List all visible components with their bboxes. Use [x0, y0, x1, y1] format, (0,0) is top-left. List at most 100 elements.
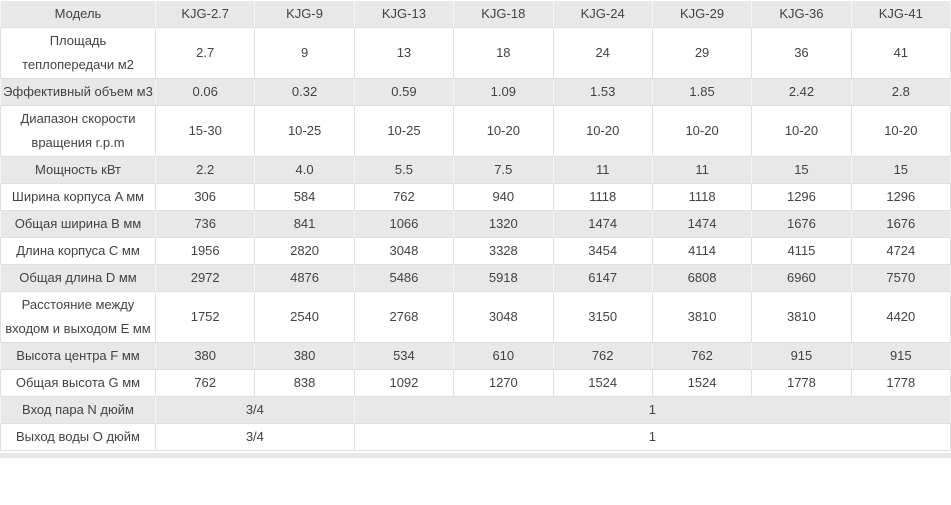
table-row: Ширина корпуса A мм 306 584 762 940 1118 1118 1… — [0, 183, 951, 211]
value-cell: 3048 — [453, 291, 554, 343]
bottom-strip — [0, 453, 951, 458]
table-row: Эффективный объем м3 0.06 0.32 0.59 1.09 1.53… — [0, 78, 951, 106]
value-cell: 4724 — [850, 237, 951, 265]
table-row: Вход пара N дюйм 3/4 1 — [0, 396, 951, 424]
value-cell: 1474 — [651, 210, 753, 238]
row-label: Ширина корпуса A мм — [0, 183, 156, 211]
value-cell: 762 — [353, 183, 455, 211]
value-cell: 0.32 — [254, 78, 355, 106]
value-cell: 10-25 — [353, 105, 455, 157]
value-cell: 1956 — [154, 237, 256, 265]
value-cell: 10-20 — [751, 105, 852, 157]
table-body: Площадь теплопередачи м2 2.7 9 13 18 24 29 36 41… — [0, 27, 951, 451]
value-cell: 3048 — [353, 237, 455, 265]
row-label: Мощность кВт — [0, 156, 156, 184]
column-header-kjg-36: KJG-36 — [751, 0, 852, 28]
table-header-row: Модель KJG-2.7 KJG-9 KJG-13 KJG-18 KJG-24 KJG… — [0, 0, 951, 28]
value-cell: 1.09 — [453, 78, 554, 106]
value-cell: 6808 — [651, 264, 753, 292]
column-header-kjg-13: KJG-13 — [353, 0, 455, 28]
value-cell: 10-20 — [651, 105, 753, 157]
value-cell: 0.59 — [353, 78, 455, 106]
value-cell: 15-30 — [154, 105, 256, 157]
value-cell: 584 — [254, 183, 355, 211]
value-cell: 18 — [453, 27, 554, 79]
value-cell: 762 — [651, 342, 753, 370]
column-header-kjg-18: KJG-18 — [453, 0, 554, 28]
value-cell: 1752 — [154, 291, 256, 343]
value-cell: 1676 — [850, 210, 951, 238]
value-cell: 1066 — [353, 210, 455, 238]
value-cell: 10-20 — [850, 105, 951, 157]
value-cell: 4420 — [850, 291, 951, 343]
row-label: Выход воды O дюйм — [0, 423, 156, 451]
value-cell: 838 — [254, 369, 355, 397]
row-label: Расстояние между входом и выходом E мм — [0, 291, 156, 343]
value-cell: 2.42 — [751, 78, 852, 106]
value-cell: 1778 — [751, 369, 852, 397]
value-cell: 1296 — [751, 183, 852, 211]
value-cell: 610 — [453, 342, 554, 370]
value-cell: 3328 — [453, 237, 554, 265]
value-cell: 15 — [751, 156, 852, 184]
table-row: Площадь теплопередачи м2 2.7 9 13 18 24 29 36 41 — [0, 27, 951, 79]
value-cell: 6147 — [552, 264, 653, 292]
value-cell: 1778 — [850, 369, 951, 397]
value-cell: 13 — [353, 27, 455, 79]
value-cell: 24 — [552, 27, 653, 79]
row-label: Длина корпуса C мм — [0, 237, 156, 265]
value-cell: 10-20 — [552, 105, 653, 157]
specifications-table: Модель KJG-2.7 KJG-9 KJG-13 KJG-18 KJG-24 KJG… — [0, 0, 951, 451]
value-cell: 1270 — [453, 369, 554, 397]
value-cell: 5486 — [353, 264, 455, 292]
column-header-kjg-41: KJG-41 — [850, 0, 951, 28]
value-cell: 1118 — [651, 183, 753, 211]
value-cell: 4.0 — [254, 156, 355, 184]
table-head: Модель KJG-2.7 KJG-9 KJG-13 KJG-18 KJG-24 KJG… — [0, 0, 951, 28]
specifications-section: Модель KJG-2.7 KJG-9 KJG-13 KJG-18 KJG-24 KJG… — [0, 0, 951, 458]
value-cell: 1.85 — [651, 78, 753, 106]
value-cell: 7.5 — [453, 156, 554, 184]
value-cell: 3150 — [552, 291, 653, 343]
table-row: Высота центра F мм 380 380 534 610 762 762 915 9… — [0, 342, 951, 370]
value-cell: 915 — [850, 342, 951, 370]
value-cell: 940 — [453, 183, 554, 211]
table-row: Общая ширина B мм 736 841 1066 1320 1474 1474 1… — [0, 210, 951, 238]
value-cell: 1320 — [453, 210, 554, 238]
value-cell: 915 — [751, 342, 852, 370]
value-cell: 1474 — [552, 210, 653, 238]
value-cell: 2.2 — [154, 156, 256, 184]
row-label: Общая высота G мм — [0, 369, 156, 397]
value-cell: 1.53 — [552, 78, 653, 106]
row-label: Высота центра F мм — [0, 342, 156, 370]
column-header-kjg-2-7: KJG-2.7 — [154, 0, 256, 28]
value-cell: 1676 — [751, 210, 852, 238]
value-cell: 7570 — [850, 264, 951, 292]
value-cell: 1296 — [850, 183, 951, 211]
value-cell: 2540 — [254, 291, 355, 343]
row-label: Эффективный объем м3 — [0, 78, 156, 106]
value-cell: 2.7 — [154, 27, 256, 79]
value-cell: 534 — [353, 342, 455, 370]
value-cell: 2820 — [254, 237, 355, 265]
table-row: Выход воды O дюйм 3/4 1 — [0, 423, 951, 451]
table-row: Общая высота G мм 762 838 1092 1270 1524 1524 1… — [0, 369, 951, 397]
value-cell: 3/4 — [155, 423, 355, 451]
value-cell: 2972 — [154, 264, 256, 292]
value-cell: 3810 — [751, 291, 852, 343]
value-cell: 1524 — [651, 369, 753, 397]
value-cell: 1 — [353, 423, 951, 451]
value-cell: 306 — [154, 183, 256, 211]
value-cell: 0.06 — [154, 78, 256, 106]
table-row: Мощность кВт 2.2 4.0 5.5 7.5 11 11 15 15 — [0, 156, 951, 184]
value-cell: 380 — [254, 342, 355, 370]
value-cell: 36 — [751, 27, 852, 79]
column-header-kjg-24: KJG-24 — [552, 0, 653, 28]
column-header-model: Модель — [0, 0, 156, 28]
value-cell: 41 — [850, 27, 951, 79]
value-cell: 5918 — [453, 264, 554, 292]
value-cell: 3/4 — [155, 396, 355, 424]
value-cell: 2768 — [353, 291, 455, 343]
value-cell: 9 — [254, 27, 355, 79]
row-label: Общая ширина B мм — [0, 210, 156, 238]
